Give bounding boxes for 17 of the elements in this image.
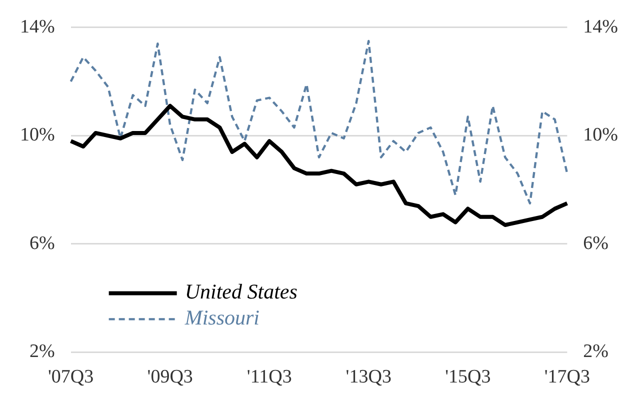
legend-label: United States: [184, 280, 298, 304]
y-tick-label: 10%: [20, 124, 55, 146]
legend-label: Missouri: [184, 306, 260, 330]
x-tick-label: '13Q3: [346, 366, 392, 388]
y2-tick-label: 2%: [583, 341, 609, 362]
y-tick-label: 14%: [20, 16, 55, 38]
y2-tick-label: 6%: [583, 232, 609, 254]
x-tick-label: '07Q3: [48, 366, 94, 388]
line-series: [70, 40, 568, 204]
x-tick-label: '17Q3: [544, 366, 590, 388]
y-tick-label: 6%: [30, 232, 55, 254]
y-tick-label: 2%: [30, 341, 55, 362]
y2-tick-label: 10%: [583, 124, 618, 146]
x-tick-label: '11Q3: [246, 366, 292, 388]
x-tick-label: '09Q3: [147, 366, 193, 388]
y2-tick-label: 14%: [583, 16, 618, 38]
x-tick-label: '15Q3: [445, 366, 491, 388]
